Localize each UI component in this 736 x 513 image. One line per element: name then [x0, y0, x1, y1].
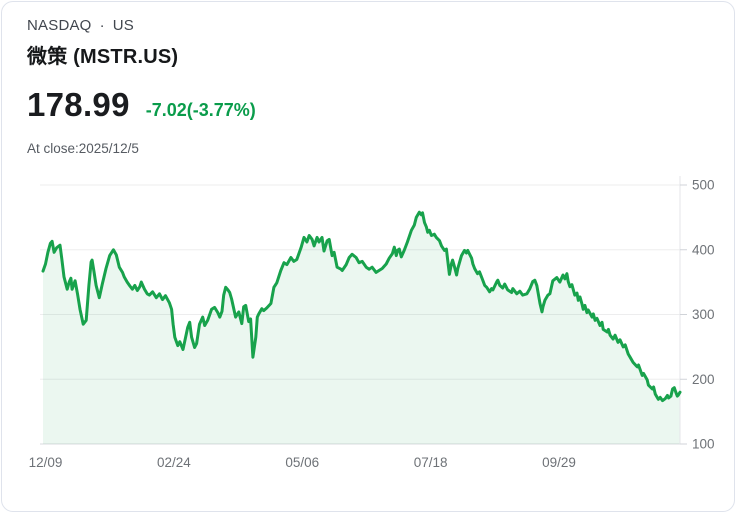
price-change: -7.02(-3.77%) [145, 100, 256, 120]
chart-price-line [41, 210, 682, 403]
chart-axes [679, 176, 687, 445]
price-chart-svg[interactable]: 500 400 300 200 100 12/09 02/24 05/06 07/18 09/2… [2, 162, 735, 492]
x-axis-label: 09/29 [542, 455, 576, 470]
y-axis-label: 100 [692, 437, 715, 452]
chart-gridlines [40, 184, 680, 445]
stock-title: 微策 (MSTR.US) [27, 46, 179, 68]
y-axis-label: 500 [692, 178, 715, 193]
quote-header: NASDAQ · US 微策 (MSTR.US) [27, 17, 178, 69]
market-label: US [112, 17, 135, 34]
y-axis-label: 200 [692, 372, 715, 387]
chart-x-axis-labels: 12/09 02/24 05/06 07/18 09/29 [29, 455, 576, 470]
y-axis-label: 400 [692, 242, 715, 257]
price-chart[interactable]: 500 400 300 200 100 12/09 02/24 05/06 07/18 09/2… [2, 162, 735, 492]
x-axis-label: 07/18 [414, 455, 448, 470]
at-close-label: At close:2025/12/5 [27, 141, 139, 156]
y-axis-label: 300 [692, 307, 715, 322]
chart-area-fill [43, 212, 680, 444]
last-price: 178.99 [27, 86, 130, 123]
exchange-line: NASDAQ · US [27, 17, 178, 34]
dot-separator: · [99, 17, 105, 34]
x-axis-label: 02/24 [157, 455, 191, 470]
x-axis-label: 12/09 [29, 455, 63, 470]
price-row: 178.99 -7.02(-3.77%) [27, 86, 256, 124]
chart-y-axis-labels: 500 400 300 200 100 [692, 178, 715, 452]
exchange-label: NASDAQ [27, 17, 92, 34]
x-axis-label: 05/06 [285, 455, 319, 470]
